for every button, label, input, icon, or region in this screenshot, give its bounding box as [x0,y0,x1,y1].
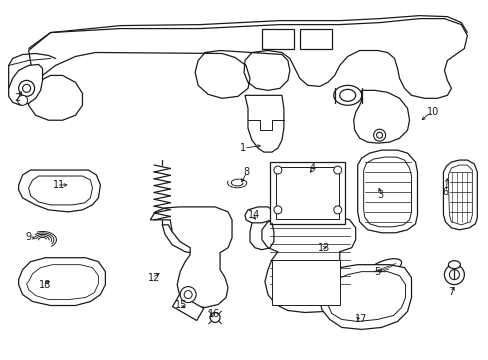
Text: 5: 5 [374,267,380,276]
Polygon shape [26,265,98,300]
Polygon shape [363,157,411,227]
Polygon shape [162,225,220,255]
Ellipse shape [333,85,361,105]
Circle shape [19,80,35,96]
Polygon shape [172,294,203,320]
Circle shape [180,287,196,302]
Text: 13: 13 [317,243,329,253]
Polygon shape [244,95,284,152]
Circle shape [273,206,281,214]
Text: 8: 8 [243,167,248,177]
Text: 3: 3 [377,190,383,200]
Bar [299,28,331,49]
Bar [271,260,339,305]
Polygon shape [353,90,408,143]
Text: 1: 1 [240,143,245,153]
Bar [262,28,293,49]
Polygon shape [150,207,232,307]
Polygon shape [357,150,417,233]
Bar [269,162,344,224]
Ellipse shape [447,261,459,269]
Polygon shape [9,64,42,105]
Text: 14: 14 [247,210,260,220]
Text: 2: 2 [15,93,21,103]
Polygon shape [447,165,471,225]
Polygon shape [327,272,405,321]
Text: 15: 15 [175,300,187,310]
Text: 4: 4 [309,163,315,173]
Circle shape [210,312,220,323]
Text: 9: 9 [25,232,32,242]
Circle shape [333,206,341,214]
Circle shape [448,270,458,280]
Circle shape [184,291,192,298]
Circle shape [373,129,385,141]
Text: 6: 6 [442,187,447,197]
Text: 10: 10 [426,107,438,117]
Circle shape [444,265,464,285]
Circle shape [376,132,382,138]
Circle shape [18,95,27,105]
Polygon shape [244,207,273,223]
Polygon shape [29,19,467,120]
Text: 11: 11 [52,180,65,190]
Text: 12: 12 [148,273,161,283]
Polygon shape [443,160,476,230]
Polygon shape [19,170,100,212]
Text: 16: 16 [208,310,220,319]
Text: 7: 7 [447,287,454,297]
Polygon shape [19,258,105,306]
Text: 17: 17 [354,314,366,324]
Text: 18: 18 [39,280,51,289]
Circle shape [333,166,341,174]
Polygon shape [29,176,92,205]
Circle shape [273,166,281,174]
Polygon shape [319,265,411,329]
Ellipse shape [339,89,355,101]
Circle shape [22,84,31,92]
Polygon shape [367,259,401,276]
Polygon shape [262,217,355,312]
Bar [275,167,338,219]
